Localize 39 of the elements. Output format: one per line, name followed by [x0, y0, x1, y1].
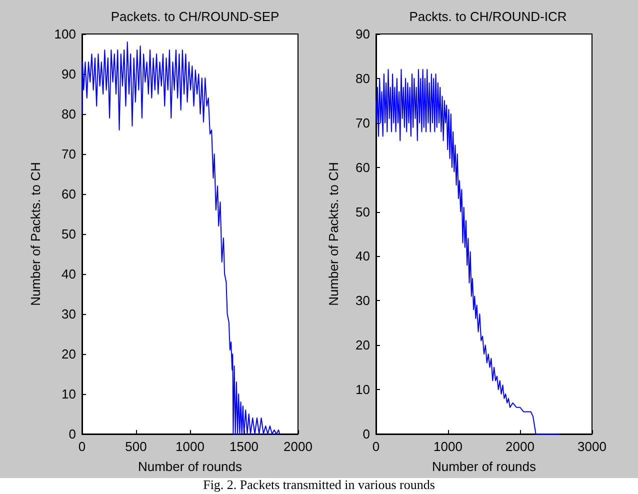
y-tick-label: 30	[356, 293, 370, 308]
y-tick-label: 100	[54, 26, 76, 42]
y-tick-label: 0	[68, 426, 76, 442]
x-tick-label: 500	[125, 439, 147, 454]
x-tick-label: 0	[372, 439, 380, 454]
x-axis-title: Number of rounds	[138, 459, 243, 474]
y-axis-title: Number of Packts. to CH	[326, 162, 341, 306]
caption: Fig. 2. Packets transmitted in various rounds	[202, 477, 436, 493]
y-tick-label: 10	[356, 382, 370, 398]
x-tick-label: 0	[78, 439, 86, 454]
y-tick-label: 50	[356, 204, 370, 220]
y-tick-label: 60	[62, 186, 76, 202]
y-tick-label: 20	[356, 338, 370, 353]
y-tick-label: 80	[356, 70, 370, 86]
y-tick-label: 0	[362, 426, 370, 442]
y-tick-label: 40	[356, 248, 370, 264]
x-axis-title: Number of rounds	[432, 459, 537, 474]
chart-title: Packets. to CH/ROUND-SEP	[110, 9, 280, 24]
chart-title: Packts. to CH/ROUND-ICR	[409, 9, 567, 24]
y-tick-label: 70	[62, 146, 76, 162]
y-axis-title: Number of Packts. to CH	[28, 162, 43, 306]
y-tick-label: 70	[356, 115, 370, 130]
x-tick-label: 1500	[230, 439, 258, 454]
x-tick-label: 2000	[284, 439, 312, 454]
x-tick-label: 1000	[176, 439, 204, 454]
y-tick-label: 20	[62, 346, 76, 362]
y-tick-label: 50	[62, 226, 76, 242]
y-tick-label: 90	[356, 26, 370, 42]
line-series	[82, 42, 280, 434]
x-tick-label: 2000	[506, 439, 534, 454]
y-tick-label: 40	[62, 266, 76, 282]
line-series	[376, 69, 560, 434]
y-tick-label: 30	[62, 306, 76, 322]
y-tick-label: 80	[62, 106, 76, 122]
y-tick-label: 60	[356, 160, 370, 175]
x-tick-label: 3000	[578, 439, 606, 454]
x-tick-label: 1000	[434, 439, 462, 454]
y-tick-label: 10	[62, 386, 76, 402]
y-tick-label: 90	[62, 66, 76, 82]
